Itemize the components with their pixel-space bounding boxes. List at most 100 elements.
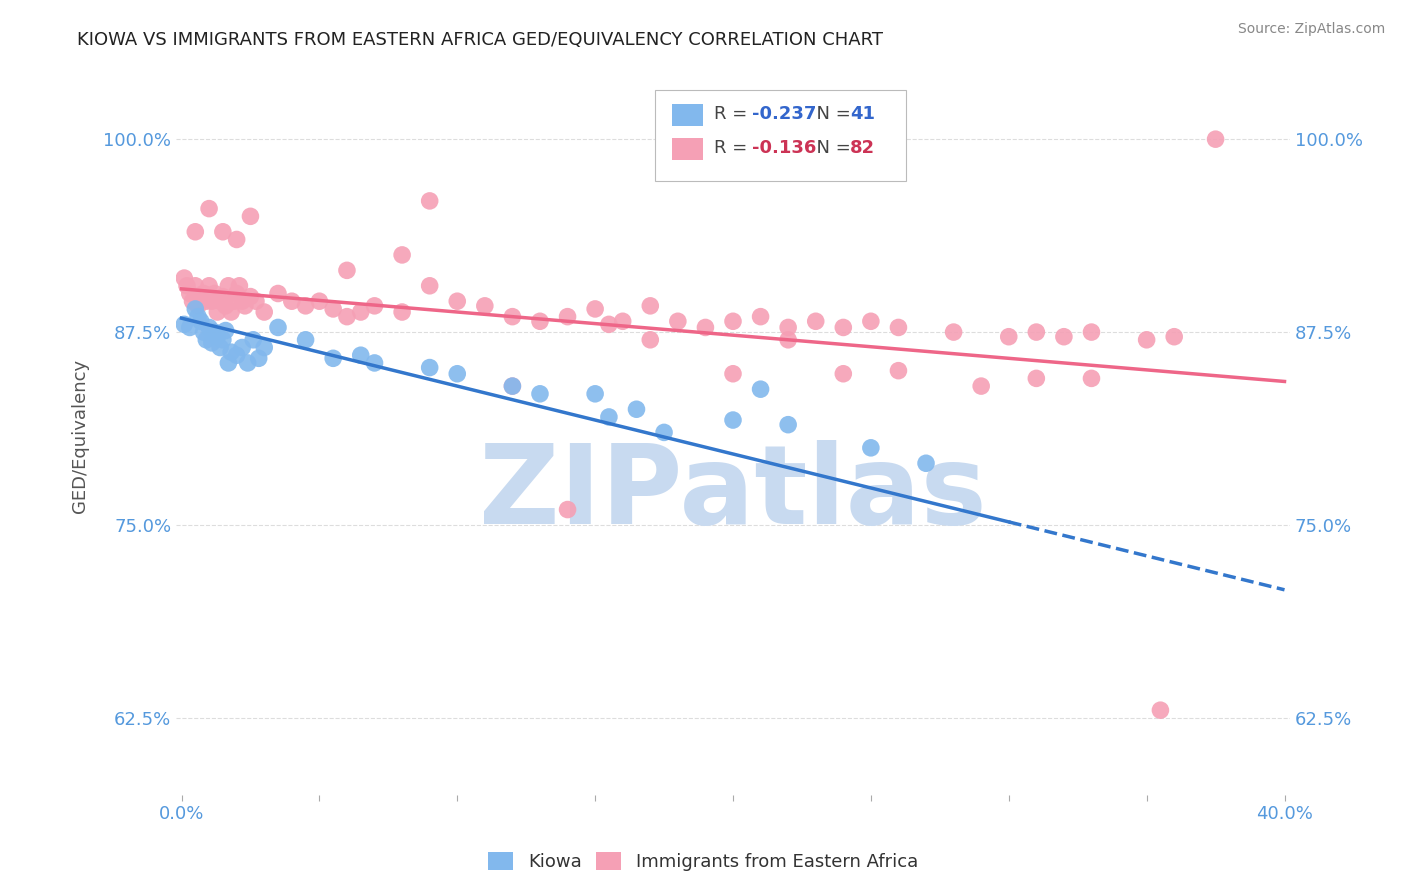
Point — [212, 333, 235, 347]
Point — [193, 286, 215, 301]
Point — [1053, 329, 1076, 343]
Point — [187, 310, 209, 324]
Point — [350, 348, 373, 362]
Point — [529, 314, 551, 328]
Point — [804, 314, 827, 328]
Point — [201, 335, 224, 350]
Point — [626, 402, 648, 417]
Point — [201, 294, 224, 309]
Point — [778, 333, 800, 347]
Point — [198, 320, 221, 334]
Point — [204, 325, 226, 339]
Point — [209, 294, 232, 309]
Point — [336, 310, 359, 324]
Y-axis label: GED/Equivalency: GED/Equivalency — [72, 359, 89, 513]
Text: N =: N = — [806, 105, 856, 123]
Point — [239, 289, 262, 303]
Point — [501, 310, 523, 324]
Text: N =: N = — [806, 139, 856, 158]
Point — [184, 278, 207, 293]
Text: 41: 41 — [851, 105, 875, 123]
Point — [612, 314, 634, 328]
Point — [322, 301, 344, 316]
Point — [887, 364, 910, 378]
Point — [666, 314, 689, 328]
Point — [184, 301, 207, 316]
Point — [228, 278, 250, 293]
Point — [915, 456, 938, 470]
Point — [242, 333, 264, 347]
Text: R =: R = — [714, 105, 754, 123]
Point — [253, 341, 276, 355]
Point — [778, 417, 800, 432]
Point — [598, 318, 620, 332]
Point — [832, 320, 855, 334]
Point — [239, 210, 262, 224]
Point — [942, 325, 965, 339]
Point — [557, 310, 579, 324]
Point — [184, 225, 207, 239]
Point — [195, 294, 218, 309]
Point — [212, 225, 235, 239]
Point — [322, 351, 344, 366]
Point — [222, 294, 245, 309]
Point — [419, 360, 441, 375]
Point — [267, 286, 290, 301]
Point — [173, 318, 195, 332]
Point — [501, 379, 523, 393]
Point — [195, 333, 218, 347]
Point — [598, 409, 620, 424]
Point — [245, 294, 267, 309]
Point — [721, 314, 744, 328]
Point — [198, 278, 221, 293]
Point — [350, 305, 373, 319]
Point — [583, 386, 606, 401]
Point — [217, 278, 239, 293]
Point — [187, 299, 209, 313]
Bar — [672, 104, 703, 126]
Point — [652, 425, 675, 440]
Point — [1205, 132, 1227, 146]
Point — [214, 324, 236, 338]
Point — [179, 320, 201, 334]
Point — [391, 248, 413, 262]
Point — [419, 278, 441, 293]
Point — [887, 320, 910, 334]
Point — [640, 299, 662, 313]
Point — [173, 271, 195, 285]
Point — [474, 299, 496, 313]
Point — [721, 367, 744, 381]
Point — [721, 413, 744, 427]
Point — [253, 305, 276, 319]
Bar — [672, 138, 703, 160]
Point — [391, 305, 413, 319]
Point — [190, 294, 212, 309]
Point — [193, 325, 215, 339]
Text: KIOWA VS IMMIGRANTS FROM EASTERN AFRICA GED/EQUIVALENCY CORRELATION CHART: KIOWA VS IMMIGRANTS FROM EASTERN AFRICA … — [77, 31, 883, 49]
Point — [1025, 325, 1047, 339]
Point — [219, 345, 242, 359]
Point — [1025, 371, 1047, 385]
Point — [859, 441, 882, 455]
Point — [231, 294, 253, 309]
Text: -0.237: -0.237 — [752, 105, 817, 123]
Point — [231, 341, 253, 355]
Point — [236, 356, 259, 370]
Point — [1163, 329, 1185, 343]
Point — [207, 329, 229, 343]
Point — [997, 811, 1019, 825]
Legend: Kiowa, Immigrants from Eastern Africa: Kiowa, Immigrants from Eastern Africa — [481, 846, 925, 879]
Point — [749, 310, 772, 324]
Point — [970, 379, 993, 393]
Text: Source: ZipAtlas.com: Source: ZipAtlas.com — [1237, 22, 1385, 37]
Point — [308, 294, 330, 309]
Point — [207, 305, 229, 319]
Point — [281, 294, 304, 309]
Point — [695, 320, 717, 334]
Text: -0.136: -0.136 — [752, 139, 817, 158]
Point — [640, 333, 662, 347]
Point — [294, 333, 316, 347]
Point — [204, 286, 226, 301]
Point — [1080, 371, 1102, 385]
Point — [267, 320, 290, 334]
